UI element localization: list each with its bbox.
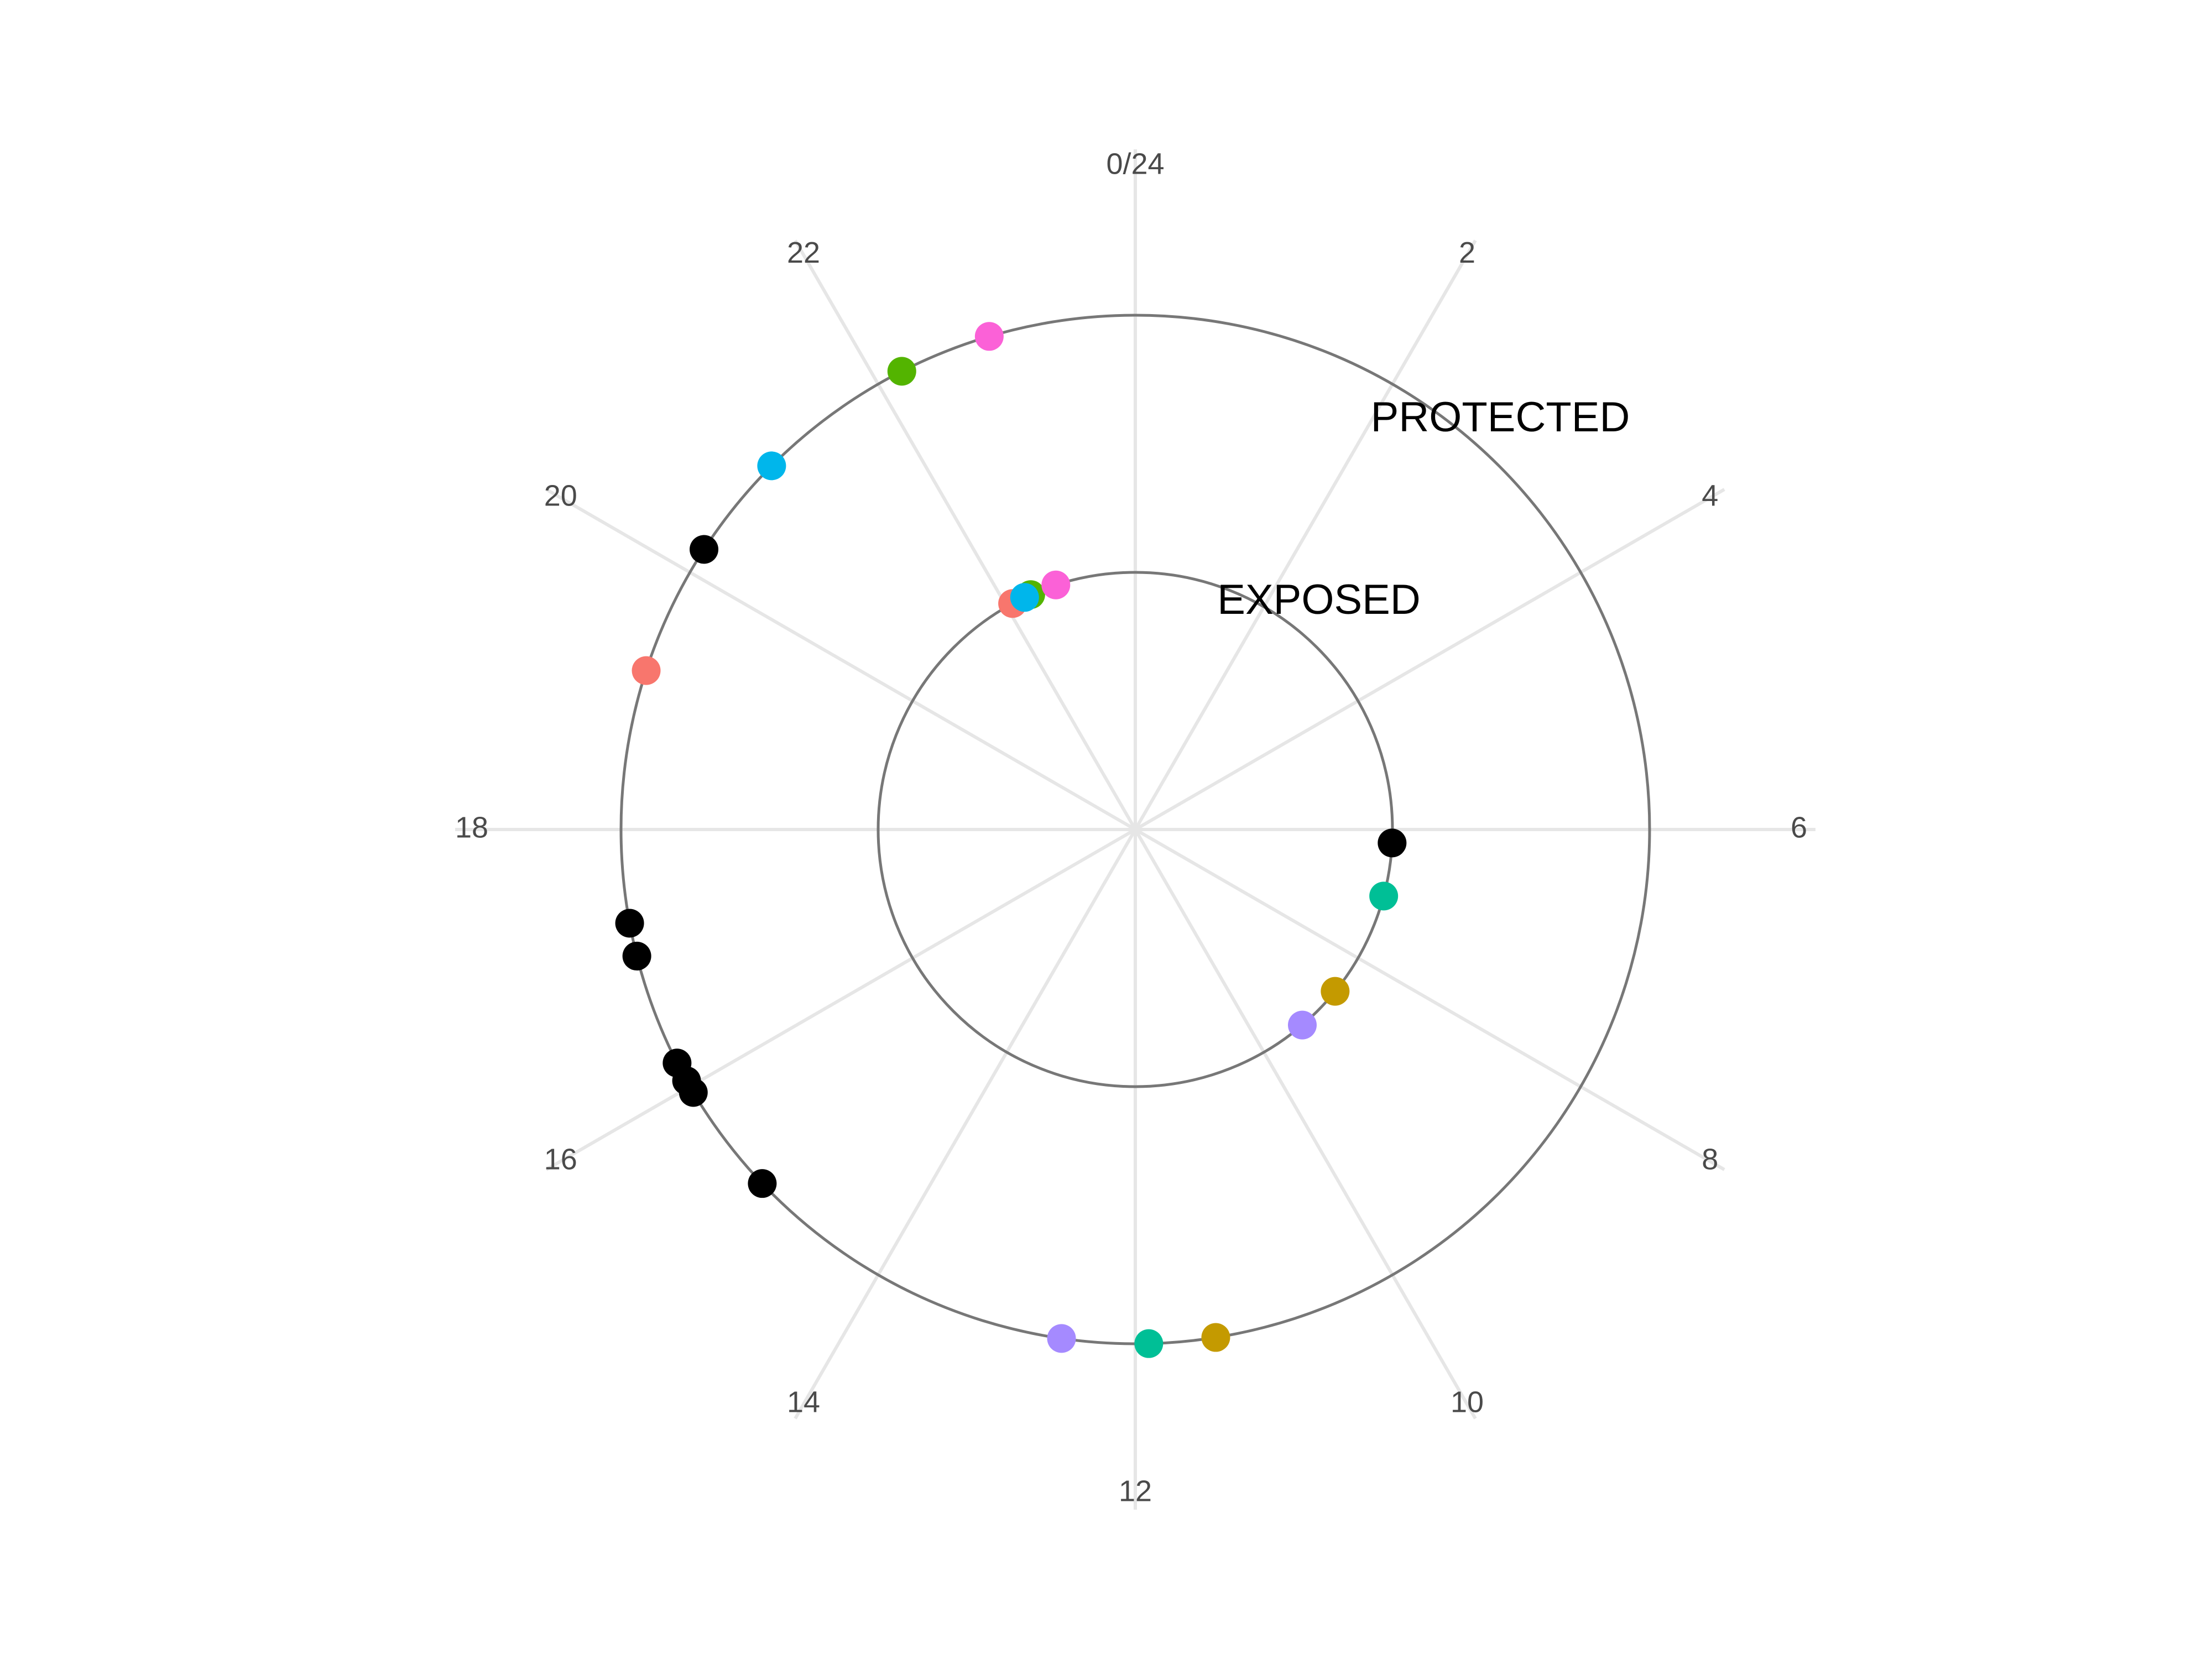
data-points (615, 322, 1407, 1358)
tick-label-hour-8: 8 (1702, 1142, 1718, 1176)
tick-label-hour-2: 2 (1459, 236, 1475, 269)
data-point-3 (1287, 1010, 1317, 1040)
data-point-19 (1047, 1324, 1076, 1353)
tick-label-hour-0-24: 0/24 (1106, 147, 1164, 180)
data-point-1 (1369, 881, 1399, 911)
gridline-hour-22 (794, 239, 1137, 831)
data-point-11 (690, 535, 719, 564)
gridline-hour-4 (1134, 488, 1725, 831)
gridline-hour-8 (1134, 828, 1725, 1171)
gridline-hour-16 (545, 828, 1136, 1171)
tick-label-hour-4: 4 (1702, 479, 1718, 512)
ring-label-exposed: EXPOSED (1217, 576, 1420, 623)
tick-label-hour-20: 20 (544, 479, 577, 512)
tick-label-hour-16: 16 (544, 1142, 577, 1176)
data-point-0 (1378, 828, 1407, 858)
gridline-hour-2 (1134, 239, 1477, 831)
data-point-2 (1321, 977, 1350, 1006)
data-point-13 (615, 909, 644, 938)
hour-tick-labels: 0/24 2 4 6 8 10 12 14 16 18 20 22 (455, 147, 1807, 1507)
gridline-hour-14 (794, 828, 1137, 1420)
data-point-7 (1041, 570, 1071, 599)
tick-label-hour-6: 6 (1791, 811, 1807, 844)
data-point-14 (622, 941, 651, 971)
tick-label-hour-18: 18 (455, 811, 488, 844)
data-point-20 (1134, 1329, 1164, 1358)
data-point-9 (887, 357, 916, 386)
data-point-21 (1201, 1323, 1230, 1352)
tick-label-hour-12: 12 (1119, 1474, 1152, 1507)
data-point-12 (632, 656, 661, 685)
angular-gridlines (455, 149, 1815, 1510)
tick-label-hour-22: 22 (787, 236, 820, 269)
data-point-10 (757, 451, 786, 481)
data-point-17 (679, 1078, 708, 1107)
ring-label-protected: PROTECTED (1371, 394, 1630, 441)
gridline-hour-10 (1134, 828, 1477, 1420)
gridline-hour-20 (545, 488, 1136, 831)
data-point-6 (1010, 583, 1039, 612)
tick-label-hour-14: 14 (787, 1385, 820, 1418)
data-point-18 (748, 1169, 777, 1198)
ring-labels: EXPOSED PROTECTED (1217, 394, 1630, 623)
data-point-8 (974, 322, 1004, 351)
tick-label-hour-10: 10 (1451, 1385, 1484, 1418)
